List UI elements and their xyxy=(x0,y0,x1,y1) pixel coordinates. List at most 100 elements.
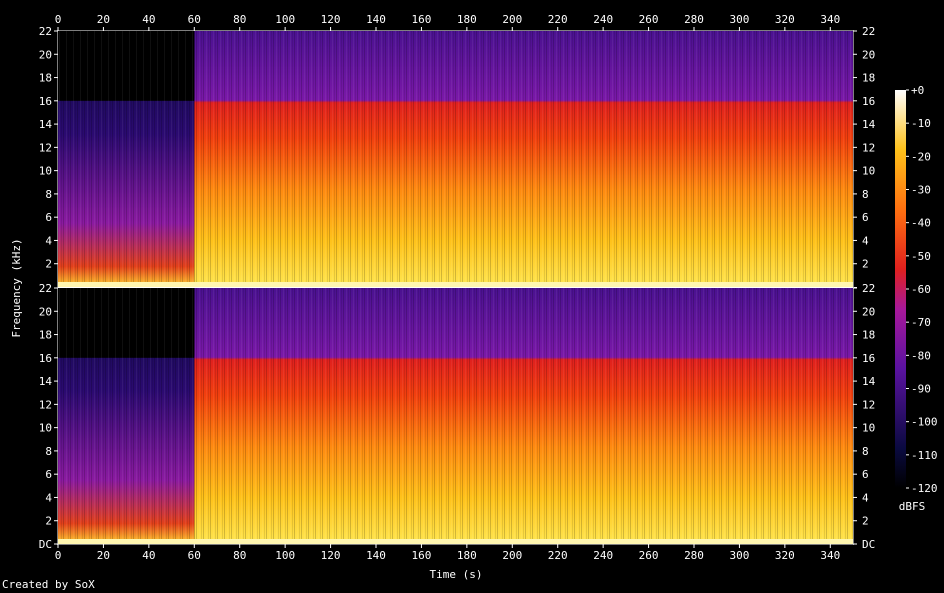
x-tick-label-bottom: 140 xyxy=(366,549,386,562)
colorbar-scale xyxy=(895,90,906,488)
low-frequency-band xyxy=(58,539,853,544)
x-tick-label-bottom: 40 xyxy=(142,549,155,562)
x-tick-label-top: 260 xyxy=(639,13,659,26)
spectrogram-texture xyxy=(58,31,853,287)
colorbar-tick-label: -70 xyxy=(911,316,931,329)
y-tick-label-left: 12 xyxy=(39,141,52,154)
y-tick-label-right: 14 xyxy=(862,118,876,131)
y-tick-label-right: 12 xyxy=(862,141,875,154)
y-tick-label-left: 16 xyxy=(39,352,52,365)
x-tick-label-top: 60 xyxy=(188,13,201,26)
credit-text: Created by SoX xyxy=(2,578,95,591)
y-tick-label-right: 8 xyxy=(862,445,869,458)
y-tick-label-left: 8 xyxy=(45,188,52,201)
y-tick-label-right: 4 xyxy=(862,491,869,504)
x-tick-label-bottom: 320 xyxy=(775,549,795,562)
x-tick-label-bottom: 120 xyxy=(321,549,341,562)
y-tick-label-right: 2 xyxy=(862,258,869,271)
colorbar-tick-label: -100 xyxy=(911,416,938,429)
x-tick-label-top: 100 xyxy=(275,13,295,26)
colorbar: +0 -10 -20 -30 -40 -50 -60 -70 -80 -90 -100 -110 -12… xyxy=(895,84,938,495)
colorbar-tick-label: -90 xyxy=(911,383,931,396)
colorbar-label: dBFS xyxy=(899,500,926,513)
colorbar-tick-label: -120 xyxy=(911,482,938,495)
y-tick-label-left: DC xyxy=(39,538,52,551)
spectrogram-panels xyxy=(58,31,854,544)
y-tick-label-right: 12 xyxy=(862,398,875,411)
x-tick-label-bottom: 240 xyxy=(593,549,613,562)
channel-2-panel xyxy=(58,288,854,544)
x-tick-label-bottom: 200 xyxy=(502,549,522,562)
y-tick-label-right: 22 xyxy=(862,25,875,38)
y-tick-label-right: 16 xyxy=(862,95,875,108)
y-tick-label-left: 16 xyxy=(39,95,52,108)
y-tick-label-right: 2 xyxy=(862,515,869,528)
x-tick-label-top: 280 xyxy=(684,13,704,26)
x-tick-label-top: 220 xyxy=(548,13,568,26)
x-tick-label-top: 340 xyxy=(820,13,840,26)
colorbar-tick-label: -10 xyxy=(911,117,931,130)
y-tick-label-right: 18 xyxy=(862,329,875,342)
y-tick-label-right: 18 xyxy=(862,72,875,85)
x-tick-label-bottom: 280 xyxy=(684,549,704,562)
x-tick-label-bottom: 260 xyxy=(639,549,659,562)
y-tick-label-left: 10 xyxy=(39,422,52,435)
y-tick-label-right: 14 xyxy=(862,375,876,388)
x-tick-label-bottom: 180 xyxy=(457,549,477,562)
x-tick-label-top: 40 xyxy=(142,13,155,26)
y-tick-label-left: 4 xyxy=(45,234,52,247)
y-tick-label-left: 20 xyxy=(39,305,52,318)
y-tick-label-left: 4 xyxy=(45,491,52,504)
x-axis-label: Time (s) xyxy=(430,568,483,581)
colorbar-tick-label: -40 xyxy=(911,217,931,230)
y-tick-label-left: 8 xyxy=(45,445,52,458)
y-tick-label-right: 20 xyxy=(862,305,875,318)
x-tick-label-top: 180 xyxy=(457,13,477,26)
y-tick-label-left: 10 xyxy=(39,165,52,178)
x-tick-label-bottom: 160 xyxy=(411,549,431,562)
y-tick-label-left: 20 xyxy=(39,48,52,61)
y-tick-label-left: 18 xyxy=(39,329,52,342)
x-tick-label-bottom: 220 xyxy=(548,549,568,562)
y-tick-label-left: 6 xyxy=(45,468,52,481)
y-tick-label-left: 18 xyxy=(39,72,52,85)
x-tick-label-top: 20 xyxy=(97,13,110,26)
x-tick-label-bottom: 80 xyxy=(233,549,246,562)
spectrogram-texture xyxy=(58,288,853,544)
colorbar-tick-label: -60 xyxy=(911,283,931,296)
y-tick-label-left: 22 xyxy=(39,25,52,38)
colorbar-tick-label: -50 xyxy=(911,250,931,263)
y-tick-label-left: 14 xyxy=(39,118,53,131)
colorbar-tick-label: +0 xyxy=(911,84,924,97)
y-tick-label-left: 14 xyxy=(39,375,53,388)
x-tick-label-bottom: 100 xyxy=(275,549,295,562)
x-tick-label-top: 240 xyxy=(593,13,613,26)
x-tick-label-top: 140 xyxy=(366,13,386,26)
colorbar-tick-label: -30 xyxy=(911,184,931,197)
channel-1-panel xyxy=(58,31,854,287)
y-axis-label: Frequency (kHz) xyxy=(10,238,23,337)
x-tick-label-bottom: 60 xyxy=(188,549,201,562)
x-tick-label-top: 160 xyxy=(411,13,431,26)
axes: 0 0 20 20 40 40 60 60 80 80 100 100 120 120 140 140 160 1… xyxy=(39,13,876,562)
x-tick-label-bottom: 20 xyxy=(97,549,110,562)
x-tick-label-top: 80 xyxy=(233,13,246,26)
y-tick-label-right: 16 xyxy=(862,352,875,365)
y-tick-label-right: 6 xyxy=(862,211,869,224)
x-tick-label-bottom: 300 xyxy=(729,549,749,562)
x-tick-label-top: 0 xyxy=(55,13,62,26)
y-tick-label-right: 22 xyxy=(862,282,875,295)
x-tick-label-top: 200 xyxy=(502,13,522,26)
y-tick-label-left: 12 xyxy=(39,398,52,411)
colorbar-tick-label: -110 xyxy=(911,449,938,462)
y-tick-label-right: 4 xyxy=(862,234,869,247)
x-tick-label-top: 320 xyxy=(775,13,795,26)
y-tick-label-right: 10 xyxy=(862,165,875,178)
x-tick-label-bottom: 340 xyxy=(820,549,840,562)
y-tick-label-left: 2 xyxy=(45,515,52,528)
colorbar-tick-label: -80 xyxy=(911,349,931,362)
y-tick-label-right: 20 xyxy=(862,48,875,61)
y-tick-label-right: 6 xyxy=(862,468,869,481)
y-tick-label-right: 8 xyxy=(862,188,869,201)
